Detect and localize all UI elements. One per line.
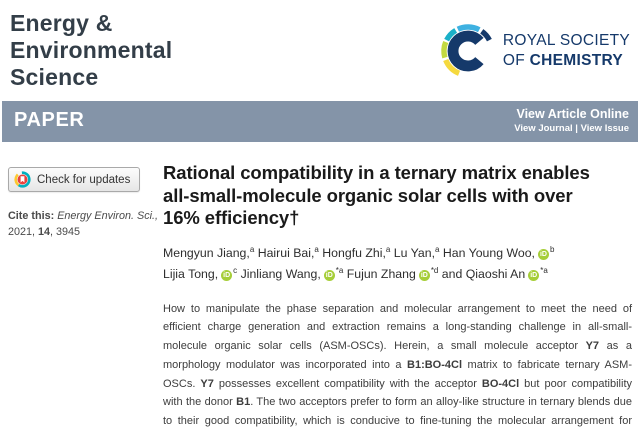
affiliation-superscript: *a — [540, 265, 548, 275]
affiliation-superscript: a — [249, 244, 255, 254]
crossmark-icon — [14, 171, 31, 188]
view-article-online-link[interactable]: View Article Online — [516, 107, 629, 121]
banner-links: View Article Online View Journal | View … — [514, 107, 629, 134]
affiliation-superscript: a — [435, 244, 440, 254]
check-for-updates-button[interactable]: Check for updates — [8, 167, 141, 192]
publisher-logo: ROYAL SOCIETY OF CHEMISTRY — [439, 22, 630, 80]
view-journal-issue-links[interactable]: View Journal | View Issue — [514, 123, 629, 134]
article-meta-column: Check for updates Cite this: Energy Envi… — [8, 162, 163, 427]
article-title-column: Rational compatibility in a ternary matr… — [163, 162, 632, 427]
affiliation-superscript: a — [385, 244, 391, 254]
orcid-icon[interactable]: iD — [537, 248, 549, 260]
author-list: Mengyun Jiang,a Hairui Bai,a Hongfu Zhi,… — [163, 241, 632, 283]
article-title: Rational compatibility in a ternary matr… — [163, 162, 590, 228]
affiliation-superscript: a — [314, 244, 319, 254]
paper-banner: PAPER View Article Online View Journal |… — [2, 101, 638, 142]
paper-type-label: PAPER — [14, 109, 85, 131]
orcid-icon[interactable]: iD — [418, 269, 430, 281]
rsc-logo-icon — [441, 24, 492, 76]
abstract-text: How to manipulate the phase separation a… — [163, 302, 633, 427]
affiliation-superscript: *d — [430, 265, 439, 275]
publisher-name-line2: OF CHEMISTRY — [502, 52, 624, 69]
orcid-icon[interactable]: iD — [528, 269, 540, 281]
affiliation-superscript: c — [233, 265, 238, 275]
citation-text: Cite this: Energy Environ. Sci., 2021, 14… — [8, 210, 159, 238]
journal-title: Energy & Environmental Science — [10, 10, 173, 90]
affiliation-superscript: *a — [335, 265, 344, 275]
author-list-line1: Mengyun Jiang,a Hairui Bai,a Hongfu Zhi,… — [163, 244, 555, 260]
publisher-name-line1: ROYAL SOCIETY — [502, 32, 630, 49]
article-header-area: Check for updates Cite this: Energy Envi… — [8, 162, 632, 427]
check-for-updates-label: Check for updates — [37, 173, 131, 186]
affiliation-superscript: b — [549, 244, 555, 254]
orcid-icon[interactable]: iD — [323, 269, 335, 281]
author-list-line2: Lijia Tong, iDc Jinliang Wang, iD*a Fujun … — [163, 265, 548, 281]
orcid-icon[interactable]: iD — [221, 269, 233, 281]
publisher-name: ROYAL SOCIETY OF CHEMISTRY — [503, 31, 630, 71]
